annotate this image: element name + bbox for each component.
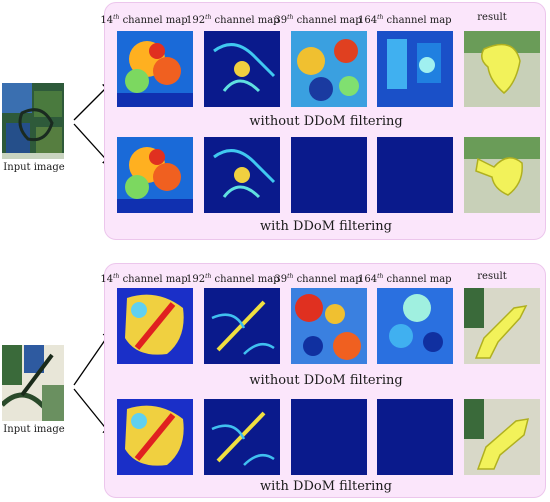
map-14-with xyxy=(117,399,193,475)
map-14-without xyxy=(117,31,193,107)
map-14-with xyxy=(117,137,193,213)
input-label-top: Input image xyxy=(3,162,65,173)
result-without xyxy=(464,31,540,107)
map-192-without xyxy=(204,31,280,107)
header-channel-192: 192th channel map xyxy=(186,273,280,285)
map-164-without xyxy=(377,288,453,364)
input-image-top xyxy=(2,83,64,159)
result-with xyxy=(464,137,540,213)
header-channel-39: 39th channel map xyxy=(274,273,362,285)
caption-without-top: without DDoM filtering xyxy=(249,114,403,129)
panel-bottom: 14th channel map 192th channel map 39th … xyxy=(100,263,546,498)
header-channel-14: 14th channel map xyxy=(100,273,188,285)
header-channel-192: 192th channel map xyxy=(186,14,280,26)
caption-with-top: with DDoM filtering xyxy=(260,219,392,234)
caption-without-bottom: without DDoM filtering xyxy=(249,373,403,388)
map-164-with-empty xyxy=(377,137,453,213)
map-192-with xyxy=(204,399,280,475)
result-with xyxy=(464,399,540,475)
map-39-with-empty xyxy=(291,137,367,213)
map-39-with-empty xyxy=(291,399,367,475)
caption-with-bottom: with DDoM filtering xyxy=(260,479,392,494)
map-164-without xyxy=(377,31,453,107)
header-result: result xyxy=(477,271,507,282)
map-14-without xyxy=(117,288,193,364)
input-label-bottom: Input image xyxy=(3,424,65,435)
panel-top: 14th channel map 192th channel map 39th … xyxy=(100,2,546,240)
map-192-without xyxy=(204,288,280,364)
header-result: result xyxy=(477,12,507,23)
result-without xyxy=(464,288,540,364)
header-channel-164: 164th channel map xyxy=(358,273,452,285)
header-channel-39: 39th channel map xyxy=(274,14,362,26)
map-39-without xyxy=(291,31,367,107)
header-channel-14: 14th channel map xyxy=(100,14,188,26)
input-image-bottom xyxy=(2,345,64,421)
map-164-with-empty xyxy=(377,399,453,475)
map-39-without xyxy=(291,288,367,364)
map-192-with xyxy=(204,137,280,213)
header-channel-164: 164th channel map xyxy=(358,14,452,26)
